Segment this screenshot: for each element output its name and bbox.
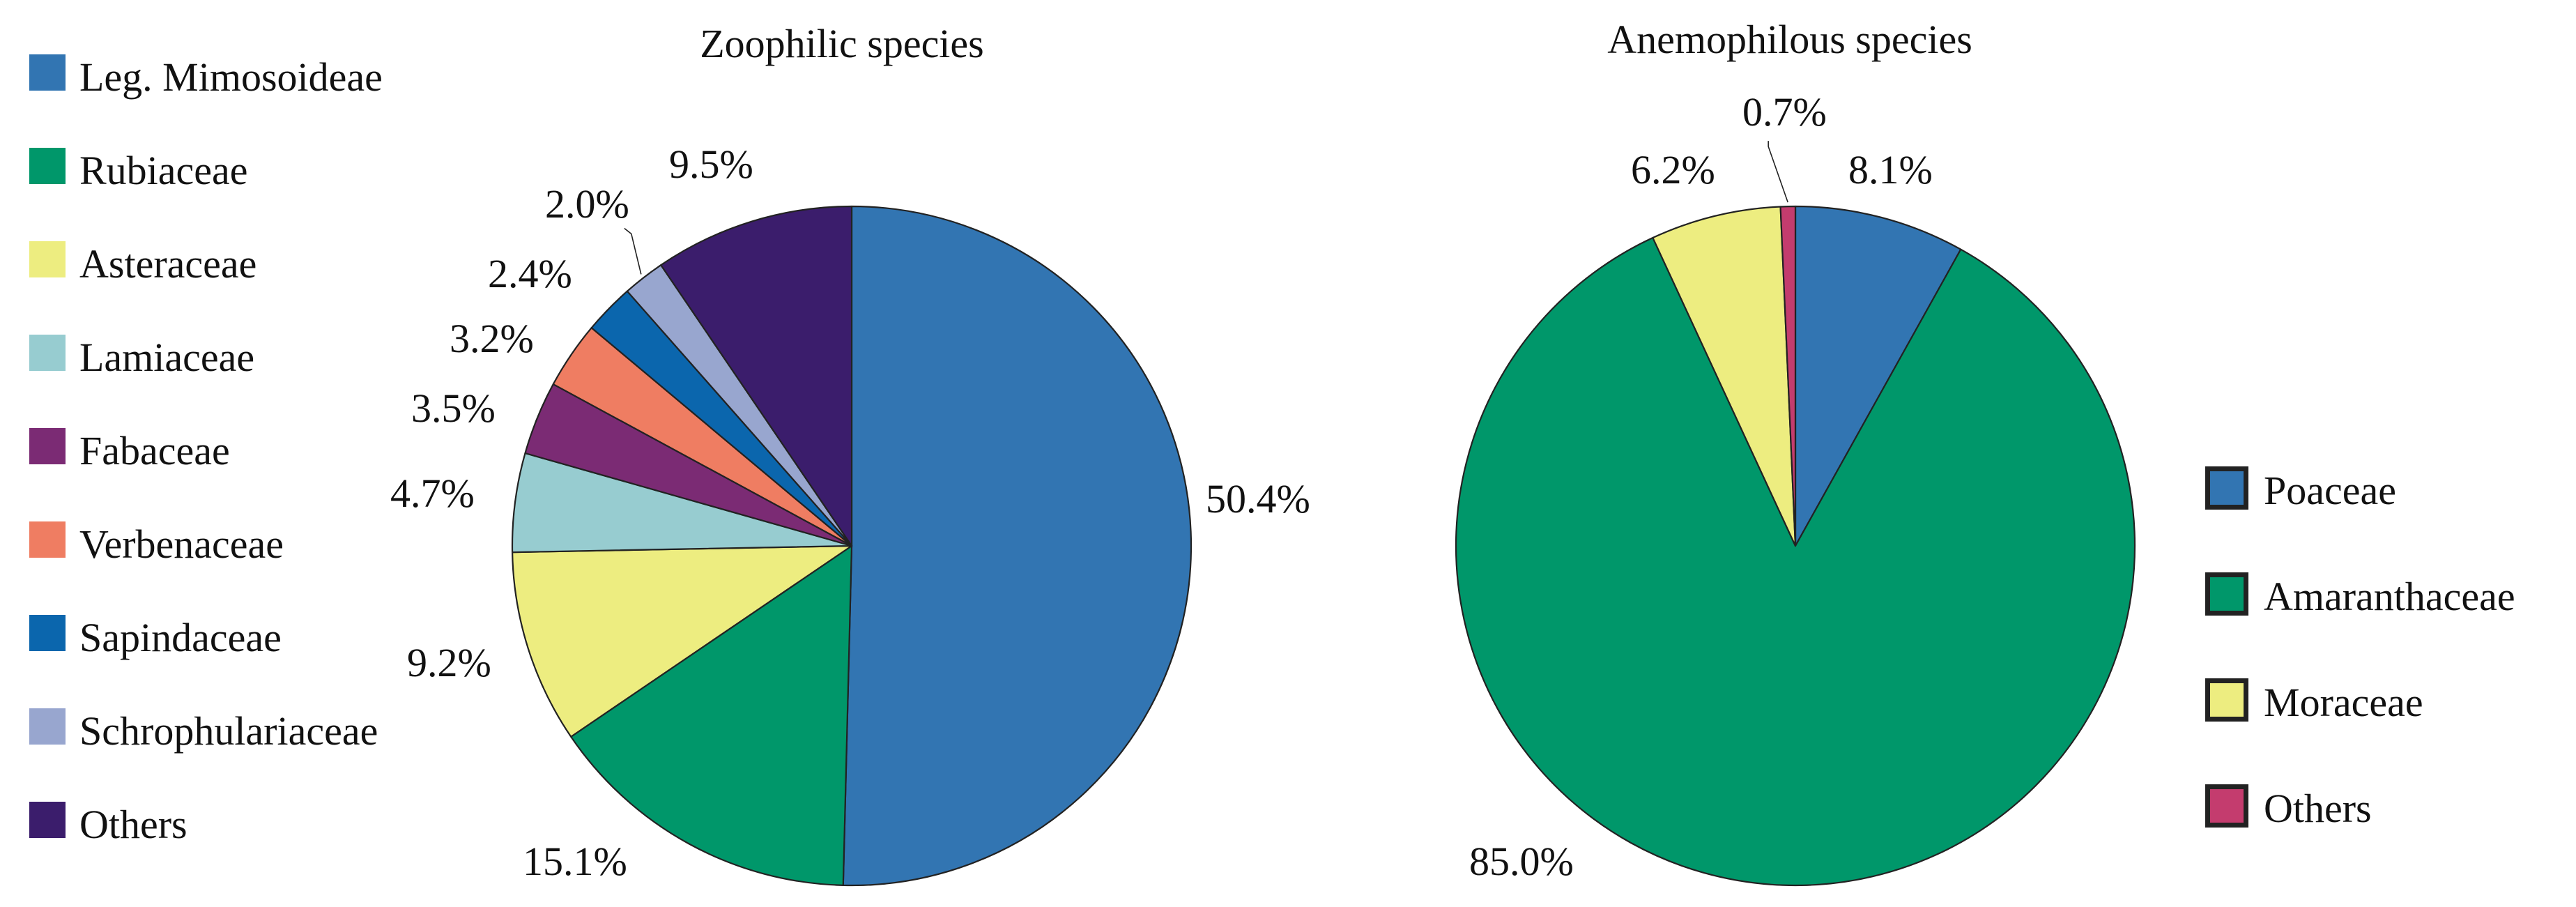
zoophilic-slice-leg-mimosoideae	[842, 205, 1192, 887]
zoophilic-slice-rubiaceae	[570, 544, 853, 886]
zoophilic-legend-label-fabaceae: Fabaceae	[79, 428, 230, 473]
anemophilous-pct-label-moraceae: 6.2%	[1631, 147, 1715, 192]
zoophilic-legend-swatch-lamiaceae	[29, 335, 66, 371]
anemophilous-slice-poaceae	[1794, 205, 1962, 547]
zoophilic-legend-label-others: Others	[79, 802, 187, 847]
zoophilic-slice-asteraceae	[511, 544, 853, 738]
zoophilic-slice-others	[660, 205, 853, 547]
zoophilic-pct-label-schrophulariaceae: 2.0%	[545, 181, 629, 227]
zoophilic-pct-label-leg-mimosoideae: 50.4%	[1206, 476, 1310, 521]
anemophilous-pie: 8.1% 85.0% 6.2% 0.7%	[1455, 89, 2136, 887]
zoophilic-legend-label-rubiaceae: Rubiaceae	[79, 148, 248, 193]
zoophilic-pct-label-others: 9.5%	[669, 142, 753, 187]
zoophilic-pct-label-sapindaceae: 2.4%	[488, 251, 572, 296]
zoophilic-pie: 50.4% 15.1% 9.2% 4.7% 3.5% 3.2% 2.4% 2.0% 9.5%	[390, 142, 1310, 887]
zoophilic-legend-swatch-fabaceae	[29, 428, 66, 464]
anemophilous-legend-swatch-others	[2210, 789, 2244, 823]
zoophilic-legend-label-leg-mimosoideae: Leg. Mimosoideae	[79, 54, 383, 100]
zoophilic-legend-label-sapindaceae: Sapindaceae	[79, 615, 282, 660]
anemophilous-slice-others	[1779, 205, 1797, 547]
zoophilic-legend-label-lamiaceae: Lamiaceae	[79, 335, 254, 380]
zoophilic-pct-label-verbenaceae: 3.2%	[450, 316, 534, 361]
zoophilic-chart-title: Zoophilic species	[700, 21, 984, 66]
anemophilous-pct-label-amaranthaceae: 85.0%	[1469, 839, 1574, 884]
zoophilic-legend-swatch-leg-mimosoideae	[29, 54, 66, 91]
anemophilous-legend-label-moraceae: Moraceae	[2264, 680, 2423, 725]
zoophilic-legend-label-schrophulariaceae: Schrophulariaceae	[79, 708, 378, 754]
zoophilic-pct-label-rubiaceae: 15.1%	[523, 839, 627, 884]
anemophilous-legend-label-others: Others	[2264, 786, 2372, 831]
anemophilous-legend-swatch-amaranthaceae	[2210, 577, 2244, 611]
anemophilous-legend-swatch-poaceae	[2210, 471, 2244, 505]
anemophilous-leader-line-others	[1768, 141, 1788, 203]
anemophilous-pct-label-others: 0.7%	[1742, 89, 1827, 135]
zoophilic-legend-swatch-rubiaceae	[29, 148, 66, 184]
zoophilic-legend-swatch-schrophulariaceae	[29, 708, 66, 745]
zoophilic-legend: Leg. Mimosoideae Rubiaceae Asteraceae Lamia…	[29, 54, 383, 847]
zoophilic-pct-label-fabaceae: 3.5%	[411, 386, 496, 431]
anemophilous-slice-amaranthaceae	[1455, 236, 2136, 887]
zoophilic-legend-label-asteraceae: Asteraceae	[79, 241, 256, 287]
anemophilous-legend-label-amaranthaceae: Amaranthaceae	[2264, 574, 2515, 619]
anemophilous-legend: Poaceae Amaranthaceae Moraceae Others	[2205, 466, 2515, 831]
zoophilic-legend-swatch-sapindaceae	[29, 615, 66, 651]
zoophilic-legend-swatch-others	[29, 802, 66, 838]
anemophilous-chart-title: Anemophilous species	[1607, 17, 1972, 62]
zoophilic-legend-swatch-verbenaceae	[29, 521, 66, 558]
zoophilic-legend-swatch-asteraceae	[29, 241, 66, 277]
zoophilic-pct-label-asteraceae: 9.2%	[407, 640, 491, 685]
anemophilous-legend-swatch-moraceae	[2210, 683, 2244, 717]
zoophilic-leader-line-schrophulariaceae	[624, 227, 642, 275]
zoophilic-legend-label-verbenaceae: Verbenaceae	[79, 521, 284, 567]
anemophilous-legend-label-poaceae: Poaceae	[2264, 468, 2396, 513]
anemophilous-slice-moraceae	[1652, 206, 1797, 547]
zoophilic-pct-label-lamiaceae: 4.7%	[390, 471, 475, 516]
anemophilous-pct-label-poaceae: 8.1%	[1848, 147, 1933, 192]
